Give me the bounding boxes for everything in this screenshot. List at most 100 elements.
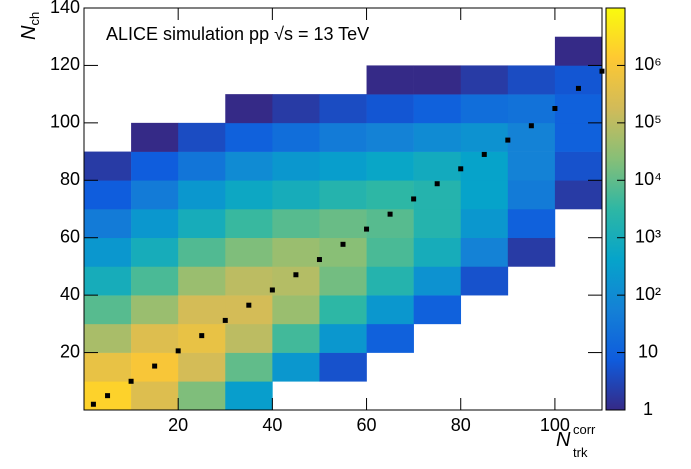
heat-cell: [84, 266, 132, 296]
heat-cell: [366, 94, 414, 124]
heat-cell: [507, 237, 556, 267]
plot-frame: [83, 7, 603, 411]
heat-cell: [460, 266, 509, 296]
heat-cell: [319, 266, 367, 296]
heat-cell: [460, 180, 509, 210]
x-tick-label: 40: [262, 415, 282, 435]
heat-cell: [178, 352, 226, 382]
heat-cell: [178, 209, 226, 239]
heat-cell: [84, 151, 132, 181]
heat-cell: [178, 151, 226, 181]
heat-cell: [319, 323, 367, 353]
x-tick-label: 20: [168, 415, 188, 435]
heat-cell: [84, 352, 132, 382]
heat-cell: [225, 323, 273, 353]
heat-cell: [225, 122, 273, 152]
x-label-sub: trk: [573, 445, 588, 460]
color-bar: [605, 7, 626, 411]
heat-cell: [178, 381, 226, 411]
heat-cell: [272, 180, 320, 210]
heat-cell: [366, 266, 414, 296]
heat-cell: [460, 65, 509, 95]
y-tick-label: 120: [50, 54, 80, 74]
heat-cell: [178, 122, 226, 152]
heat-cell: [460, 94, 509, 124]
profile-point: [364, 226, 370, 232]
heat-cell: [319, 151, 367, 181]
profile-point: [387, 211, 393, 217]
heat-cell: [319, 295, 367, 325]
y-tick-label: 20: [60, 341, 80, 361]
heat-cell: [554, 36, 603, 66]
heat-cell: [178, 323, 226, 353]
profile-point: [505, 137, 511, 143]
profile-point: [199, 333, 205, 339]
y-tick-label: 140: [50, 0, 80, 17]
heat-cell: [225, 266, 273, 296]
heat-cell: [225, 151, 273, 181]
heat-cell: [413, 122, 462, 152]
z-tick-label: 1: [643, 399, 653, 419]
x-tick-label: 100: [540, 415, 570, 435]
heat-cell: [225, 352, 273, 382]
heat-cell: [84, 237, 132, 267]
heat-cell: [554, 180, 603, 210]
heat-cell: [131, 151, 179, 181]
heat-cell: [84, 323, 132, 353]
heat-cell: [131, 323, 179, 353]
heat-cell: [131, 122, 179, 152]
heat-cell: [178, 266, 226, 296]
heat-cell: [272, 151, 320, 181]
y-tick-label: 80: [60, 169, 80, 189]
profile-point: [528, 123, 534, 129]
heat-cell: [366, 65, 414, 95]
heat-cell: [366, 237, 414, 267]
heat-cell: [225, 209, 273, 239]
heat-cell: [131, 209, 179, 239]
z-tick-label: 10³: [635, 226, 661, 246]
heat-cell: [131, 266, 179, 296]
heat-cell: [554, 151, 603, 181]
heat-cell: [84, 180, 132, 210]
heat-cell: [84, 209, 132, 239]
profile-point: [105, 393, 111, 399]
heat-cell: [413, 295, 462, 325]
profile-point: [293, 272, 299, 278]
heat-cell: [225, 180, 273, 210]
profile-point: [411, 196, 417, 202]
heat-cell: [225, 295, 273, 325]
heat-cell: [366, 151, 414, 181]
x-tick-label: 80: [451, 415, 471, 435]
heat-cell: [507, 209, 556, 239]
heat-cell: [366, 295, 414, 325]
heat-cell: [272, 94, 320, 124]
heat-cell: [460, 237, 509, 267]
heat-cell: [131, 237, 179, 267]
z-tick-label: 10⁵: [634, 112, 661, 132]
profile-point: [458, 166, 464, 172]
heat-cell: [131, 180, 179, 210]
heat-cell: [178, 237, 226, 267]
heat-cell: [507, 94, 556, 124]
heat-cell: [460, 122, 509, 152]
heat-cell: [272, 209, 320, 239]
heat-cell: [507, 151, 556, 181]
heat-cell: [507, 180, 556, 210]
profile-point: [222, 317, 228, 323]
profile-point: [128, 378, 134, 384]
z-tick-label: 10²: [635, 284, 661, 304]
heat-cell: [272, 266, 320, 296]
heat-cell: [460, 209, 509, 239]
y-tick-label: 40: [60, 284, 80, 304]
profile-point: [152, 363, 158, 369]
heat-cell: [319, 122, 367, 152]
heat-cell: [131, 295, 179, 325]
heat-cell: [366, 180, 414, 210]
profile-point: [175, 348, 181, 354]
heat-cell: [272, 295, 320, 325]
heat-cell: [319, 180, 367, 210]
heat-cell: [272, 352, 320, 382]
annotation: ALICE simulation pp √s = 13 TeV: [106, 24, 369, 44]
heat-cell: [554, 94, 603, 124]
